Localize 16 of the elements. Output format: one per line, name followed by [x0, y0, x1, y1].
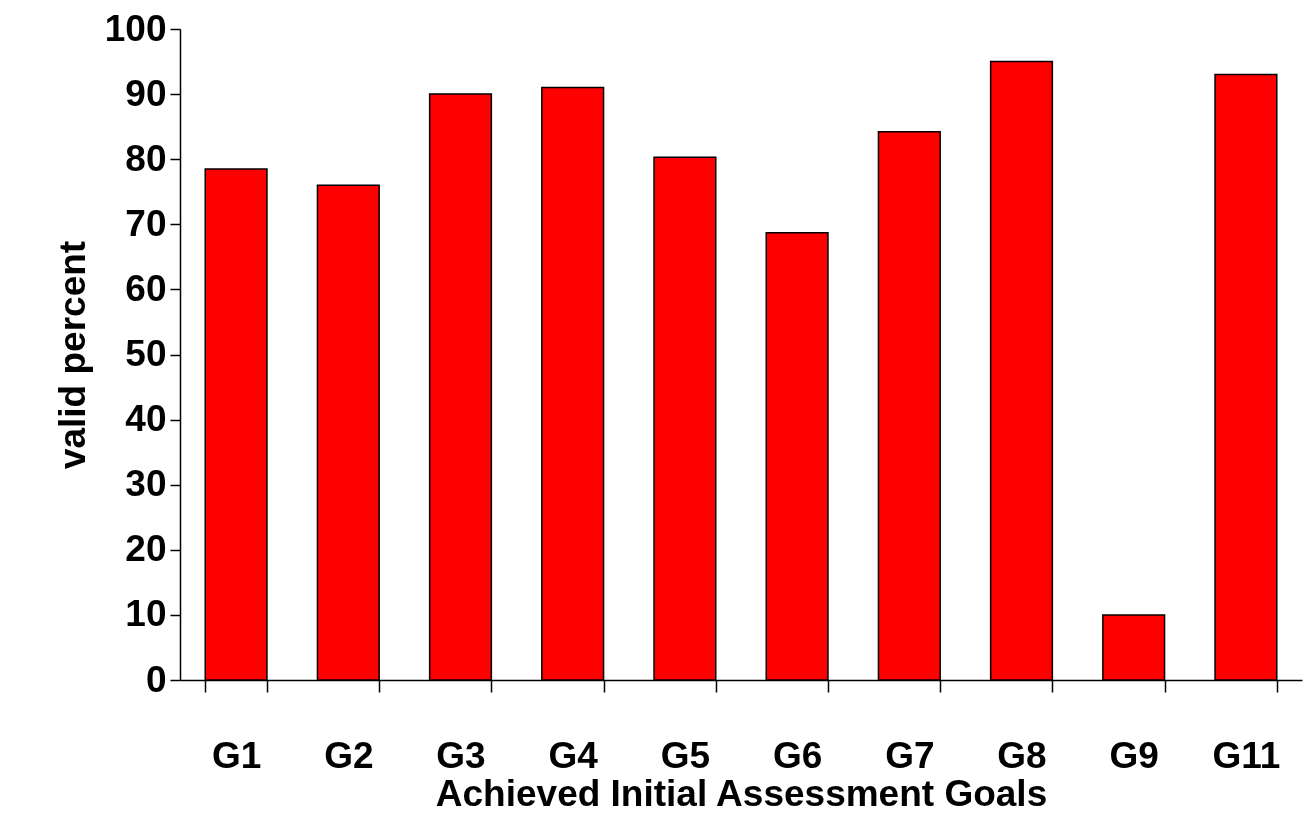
y-tick-label: 90: [125, 72, 167, 114]
y-tick-label: 80: [125, 137, 167, 179]
y-tick-label: 20: [125, 528, 167, 570]
y-tick-label: 70: [125, 202, 167, 244]
y-axis-title: valid percent: [51, 240, 93, 470]
y-tick-label: 30: [125, 463, 167, 505]
y-tick-label: 40: [125, 398, 167, 440]
x-tick-label: G1: [211, 734, 262, 776]
y-tick-label: 100: [104, 7, 167, 49]
y-tick-label: 10: [125, 593, 167, 635]
y-tick-label: 0: [145, 658, 167, 700]
x-tick-label: G11: [1212, 734, 1281, 776]
x-tick-label: G2: [324, 734, 374, 776]
y-tick-label: 60: [125, 267, 167, 309]
y-tick-label: 50: [125, 333, 167, 374]
x-tick-label: G9: [1109, 734, 1159, 776]
